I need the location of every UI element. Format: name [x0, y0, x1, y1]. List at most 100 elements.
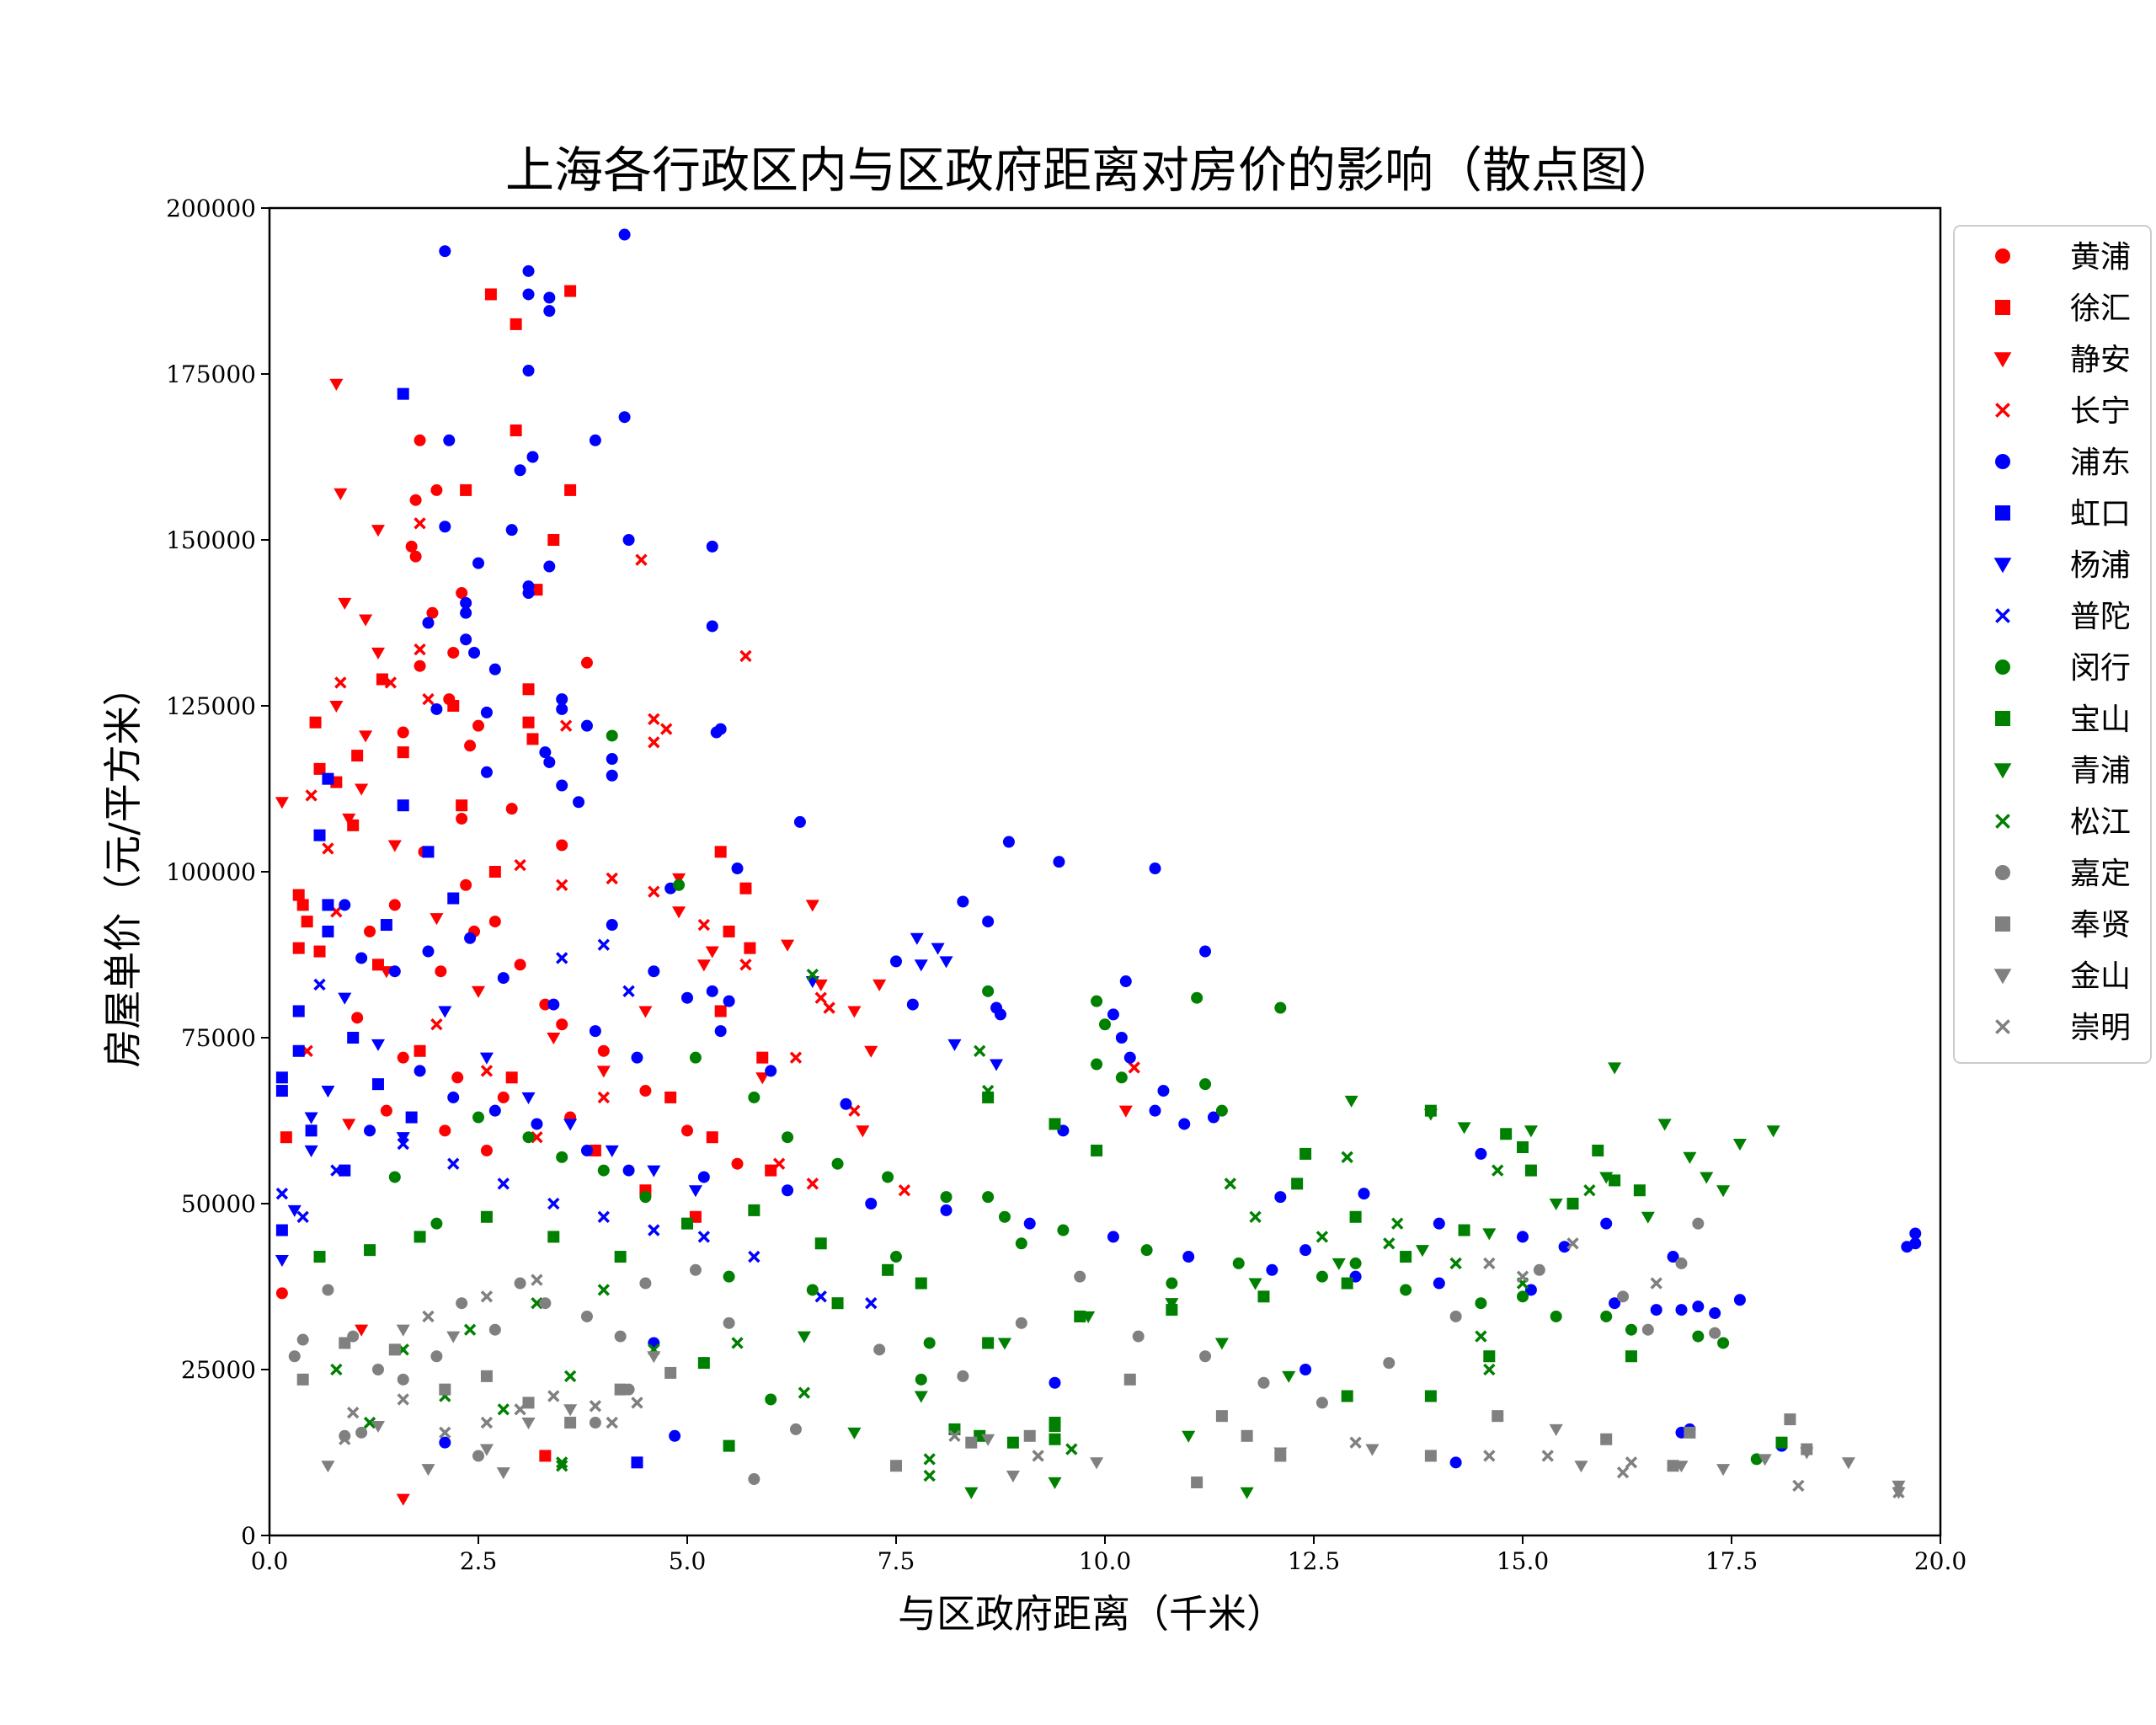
data-point	[622, 1164, 635, 1177]
data-point	[309, 716, 322, 729]
data-point	[388, 899, 401, 911]
data-point	[313, 978, 326, 991]
data-point	[414, 660, 426, 672]
data-point	[1341, 1277, 1353, 1290]
data-point	[563, 1119, 578, 1131]
data-point	[1257, 1376, 1270, 1389]
data-point	[514, 1403, 526, 1416]
y-tick-label: 0	[241, 1522, 256, 1550]
data-point	[681, 1124, 693, 1137]
data-point	[539, 1450, 552, 1462]
data-point	[939, 956, 953, 969]
data-point	[1625, 1350, 1637, 1363]
data-point	[322, 842, 334, 855]
data-point	[639, 1277, 652, 1290]
legend-marker	[1995, 814, 2010, 829]
series-13	[296, 1337, 1813, 1488]
data-point	[831, 1157, 844, 1170]
data-point	[597, 1284, 610, 1296]
data-point	[405, 1111, 418, 1124]
data-point	[1482, 1228, 1497, 1241]
data-point	[1449, 1257, 1462, 1270]
data-point	[806, 1178, 819, 1190]
data-point	[397, 799, 409, 812]
data-point	[472, 1111, 484, 1124]
data-point	[1240, 1487, 1254, 1499]
data-point	[1684, 1426, 1696, 1439]
data-point	[1344, 1095, 1358, 1108]
data-point	[1207, 1111, 1219, 1124]
data-point	[313, 762, 326, 775]
data-point	[1257, 1290, 1270, 1303]
data-point	[339, 899, 351, 911]
data-point	[430, 1018, 443, 1031]
data-point	[480, 1416, 494, 1429]
data-point	[359, 730, 373, 743]
data-point	[1123, 1373, 1136, 1386]
data-point	[556, 693, 568, 706]
data-point	[1674, 1461, 1689, 1473]
data-point	[447, 646, 460, 659]
data-point	[1274, 1191, 1287, 1204]
data-point	[339, 1164, 351, 1177]
data-point	[355, 1426, 368, 1439]
data-point	[439, 1436, 451, 1449]
data-point	[697, 1231, 711, 1243]
data-point	[456, 587, 468, 600]
data-point	[1683, 1151, 1697, 1164]
data-point	[397, 746, 409, 759]
data-point	[622, 985, 635, 998]
data-point	[380, 919, 392, 932]
data-point	[882, 1171, 894, 1183]
data-point	[464, 740, 477, 752]
data-point	[856, 1125, 870, 1138]
data-point	[596, 1065, 611, 1078]
data-point	[1709, 1307, 1721, 1320]
legend-marker	[1995, 865, 2010, 880]
legend-marker	[1995, 403, 2010, 418]
data-point	[397, 1393, 409, 1406]
x-tick-label: 7.5	[878, 1547, 915, 1575]
data-point	[1006, 1471, 1020, 1483]
data-point	[748, 1473, 760, 1486]
data-point	[664, 1091, 677, 1103]
data-point	[1457, 1122, 1471, 1135]
x-tick-label: 10.0	[1079, 1547, 1131, 1575]
data-point	[1291, 1178, 1304, 1190]
data-point	[1199, 945, 1212, 958]
data-point	[288, 1350, 301, 1363]
data-point	[964, 1487, 979, 1499]
y-tick-label: 25000	[181, 1356, 256, 1384]
data-point	[479, 1052, 494, 1065]
data-point	[1118, 1105, 1133, 1118]
data-point	[965, 1436, 978, 1449]
data-point	[292, 942, 305, 954]
data-point	[1128, 1061, 1140, 1074]
data-point	[514, 959, 526, 971]
data-point	[648, 885, 660, 898]
data-point	[480, 1370, 493, 1382]
data-point	[865, 1198, 878, 1210]
data-point	[497, 1091, 510, 1103]
data-point	[789, 1423, 802, 1435]
data-point	[706, 620, 718, 633]
data-point	[865, 1297, 878, 1310]
series-1	[280, 285, 777, 1462]
data-point	[997, 1338, 1012, 1350]
data-point	[1517, 1141, 1529, 1154]
data-point	[460, 596, 472, 609]
data-point	[1065, 1443, 1078, 1455]
data-point	[422, 945, 435, 958]
data-point	[464, 932, 477, 944]
data-point	[287, 1204, 302, 1217]
data-point	[439, 245, 451, 258]
data-point	[522, 1131, 535, 1144]
data-point	[1657, 1119, 1672, 1131]
legend-marker	[1995, 660, 2010, 675]
data-point	[906, 998, 919, 1011]
data-point	[1449, 1456, 1462, 1469]
data-point	[1115, 1071, 1128, 1084]
data-point	[397, 1137, 409, 1151]
